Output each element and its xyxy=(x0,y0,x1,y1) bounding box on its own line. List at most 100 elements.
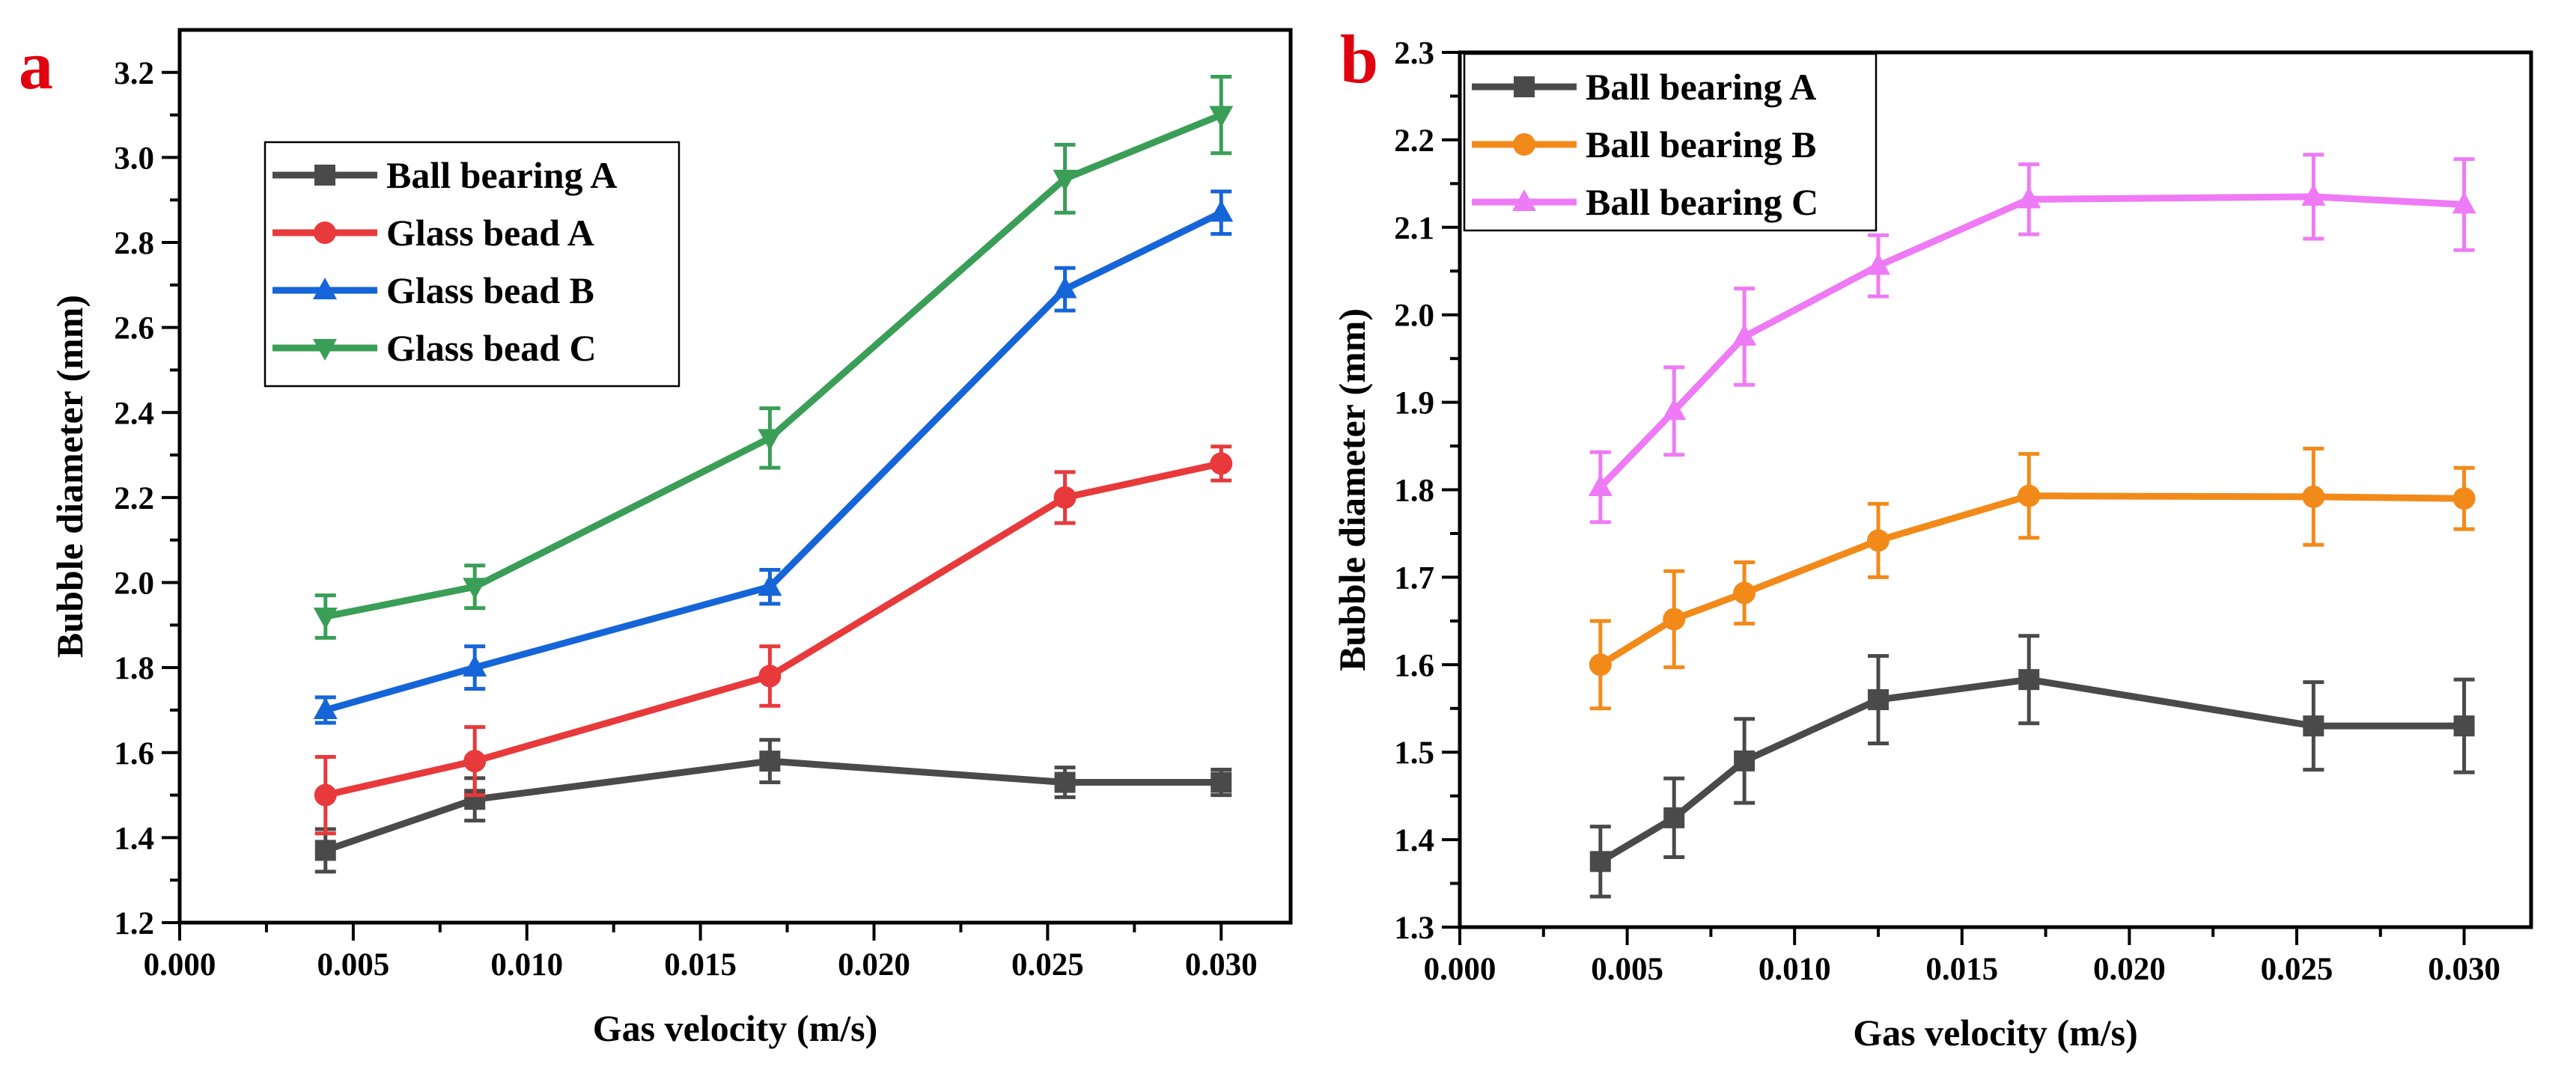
data-point xyxy=(1866,253,1890,275)
legend-label: Glass bead C xyxy=(386,327,597,369)
panel-label: b xyxy=(1340,21,1378,97)
y-tick-label: 1.6 xyxy=(114,736,154,771)
y-tick-label: 1.4 xyxy=(114,821,154,856)
x-tick-label: 0.015 xyxy=(664,947,737,982)
data-point xyxy=(1867,689,1889,711)
x-tick-label: 0.005 xyxy=(317,947,390,982)
data-point xyxy=(1662,398,1687,421)
y-axis-title: Bubble diameter (mm) xyxy=(1331,308,1373,671)
y-tick-label: 3.0 xyxy=(114,141,154,176)
data-point xyxy=(1663,807,1685,828)
y-tick-label: 2.0 xyxy=(114,566,154,602)
data-point xyxy=(1209,200,1234,222)
data-point xyxy=(758,429,782,451)
legend-swatch-marker xyxy=(1512,189,1536,211)
data-point xyxy=(1209,106,1234,128)
series-ball-bearing-b xyxy=(1589,447,2476,711)
data-point xyxy=(314,783,337,807)
data-point xyxy=(758,574,782,596)
data-point xyxy=(463,655,487,677)
data-point xyxy=(1734,750,1756,771)
legend-swatch-marker xyxy=(1514,76,1535,97)
data-point xyxy=(2452,487,2476,510)
data-point xyxy=(1589,851,1611,873)
plot-frame xyxy=(177,28,1293,925)
data-point xyxy=(2017,186,2041,209)
y-tick-label: 1.2 xyxy=(114,906,154,941)
y-tick-label: 2.6 xyxy=(114,311,154,346)
legend-label: Ball bearing C xyxy=(1586,181,1818,223)
data-point xyxy=(1053,276,1077,299)
legend-label: Ball bearing A xyxy=(386,154,617,196)
data-point xyxy=(1866,529,1890,552)
x-axis-title: Gas velocity (m/s) xyxy=(593,1007,877,1049)
x-tick-label: 0.025 xyxy=(1011,947,1084,982)
series-ball-bearing-a xyxy=(314,738,1232,874)
data-point xyxy=(1588,474,1613,496)
data-point xyxy=(1732,323,1757,346)
data-point xyxy=(2301,183,2326,206)
series-glass-bead-a xyxy=(314,444,1233,836)
x-tick-label: 0.020 xyxy=(2093,952,2166,987)
y-tick-label: 1.9 xyxy=(1394,386,1434,421)
x-tick-label: 0.020 xyxy=(838,947,910,982)
y-tick-label: 1.3 xyxy=(1394,911,1434,946)
data-point xyxy=(758,664,782,688)
data-point xyxy=(313,607,338,629)
y-tick-label: 3.2 xyxy=(114,56,154,91)
data-point xyxy=(1663,608,1686,631)
x-tick-label: 0.010 xyxy=(490,947,563,982)
series-glass-bead-b xyxy=(313,189,1234,725)
y-axis-title: Bubble diameter (mm) xyxy=(49,295,91,658)
y-tick-label: 2.4 xyxy=(114,396,154,431)
y-tick-label: 1.4 xyxy=(1394,823,1434,858)
data-point xyxy=(1054,771,1076,793)
panel-a: a 0.000 0.005 0.010 0.015 0.020 0.025 0.030 1.2 1… xyxy=(19,27,1293,1049)
y-tick-label: 2.2 xyxy=(1394,123,1434,159)
x-tick-label: 0.010 xyxy=(1759,952,1831,987)
data-point xyxy=(2453,715,2475,737)
y-tick-label: 1.7 xyxy=(1394,560,1434,596)
y-tick-label: 2.2 xyxy=(114,481,154,516)
data-point xyxy=(463,750,487,773)
data-point xyxy=(1210,452,1233,475)
panel-b: b 0.000 0.005 0.010 0.015 0.020 0.025 0.030 1.3 1… xyxy=(1331,21,2533,1054)
y-tick-label: 2.3 xyxy=(1394,36,1434,71)
data-point xyxy=(2018,484,2041,507)
data-point xyxy=(314,840,336,861)
legend-label: Glass bead B xyxy=(386,269,594,311)
y-tick-label: 1.8 xyxy=(114,651,154,686)
data-point xyxy=(1211,771,1232,793)
legend-label: Ball bearing B xyxy=(1586,123,1816,165)
legend-swatch-marker xyxy=(313,339,337,361)
y-tick-label: 2.1 xyxy=(1394,211,1434,246)
legend-label: Ball bearing A xyxy=(1586,66,1816,108)
legend: Ball bearing A Ball bearing B Ball bearing… xyxy=(1463,52,1878,232)
legend-swatch-marker xyxy=(313,278,337,299)
series-glass-bead-c xyxy=(313,74,1234,640)
data-point xyxy=(759,751,781,772)
y-tick-label: 2.0 xyxy=(1394,299,1434,334)
legend: Ball bearing A Glass bead A Glass bead B Gl… xyxy=(264,141,680,388)
data-point xyxy=(1053,486,1077,509)
y-tick-label: 1.5 xyxy=(1394,736,1434,771)
data-point xyxy=(1053,169,1077,192)
x-tick-label: 0.015 xyxy=(1925,952,1998,987)
x-axis-title: Gas velocity (m/s) xyxy=(1853,1012,2137,1054)
legend-swatch-marker xyxy=(314,221,336,244)
data-point xyxy=(2018,669,2040,691)
y-tick-label: 2.8 xyxy=(114,226,154,261)
panel-label: a xyxy=(19,27,53,103)
data-point xyxy=(1733,581,1756,605)
legend-swatch-marker xyxy=(314,165,335,186)
legend-swatch-marker xyxy=(1513,133,1535,156)
series-ball-bearing-c xyxy=(1588,153,2476,525)
data-point xyxy=(2452,192,2476,214)
data-point xyxy=(463,578,487,600)
data-point xyxy=(313,697,338,719)
data-point xyxy=(2303,715,2324,737)
x-tick-label: 0.005 xyxy=(1591,952,1663,987)
x-tick-label: 0.000 xyxy=(144,947,216,982)
x-tick-label: 0.030 xyxy=(1185,947,1258,982)
